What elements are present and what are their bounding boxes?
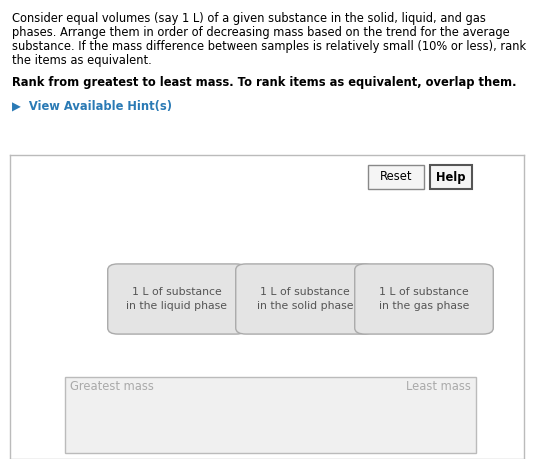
FancyBboxPatch shape [235, 264, 374, 334]
Text: Least mass: Least mass [406, 380, 471, 393]
Text: the items as equivalent.: the items as equivalent. [12, 54, 152, 67]
FancyBboxPatch shape [430, 165, 472, 189]
Text: Greatest mass: Greatest mass [70, 380, 154, 393]
Text: Help: Help [436, 170, 466, 184]
Text: 1 L of substance
in the solid phase: 1 L of substance in the solid phase [257, 286, 354, 311]
FancyBboxPatch shape [65, 377, 476, 453]
Text: Reset: Reset [380, 170, 412, 184]
FancyBboxPatch shape [108, 264, 246, 334]
Text: phases. Arrange them in order of decreasing mass based on the trend for the aver: phases. Arrange them in order of decreas… [12, 26, 510, 39]
Text: 1 L of substance
in the liquid phase: 1 L of substance in the liquid phase [127, 286, 227, 311]
FancyBboxPatch shape [368, 165, 424, 189]
Text: Rank from greatest to least mass. To rank items as equivalent, overlap them.: Rank from greatest to least mass. To ran… [12, 76, 516, 89]
Text: substance. If the mass difference between samples is relatively small (10% or le: substance. If the mass difference betwee… [12, 40, 526, 53]
Text: 1 L of substance
in the gas phase: 1 L of substance in the gas phase [379, 286, 469, 311]
FancyBboxPatch shape [355, 264, 493, 334]
Text: ▶  View Available Hint(s): ▶ View Available Hint(s) [12, 100, 172, 113]
Text: Consider equal volumes (say 1 L) of a given substance in the solid, liquid, and : Consider equal volumes (say 1 L) of a gi… [12, 12, 486, 25]
